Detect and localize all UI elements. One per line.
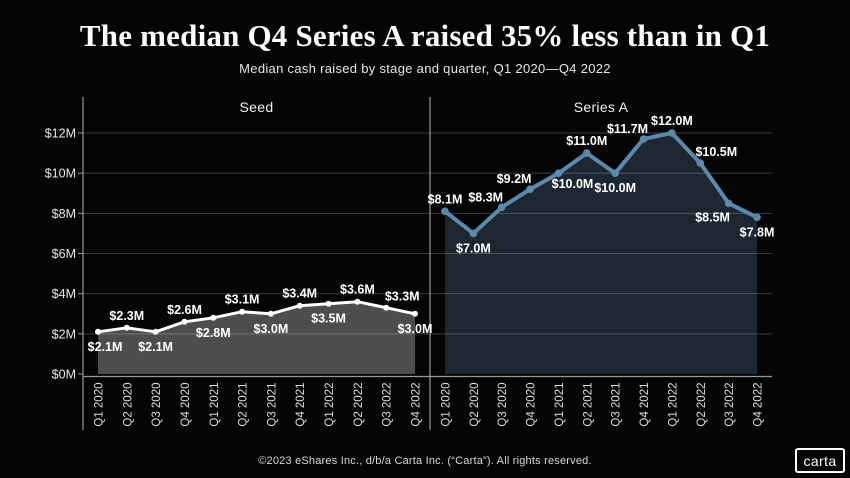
value-label: $8.3M (468, 190, 503, 204)
x-axis-label: Q1 2022 (324, 383, 336, 427)
value-label: $3.0M (398, 322, 433, 336)
value-label: $3.4M (282, 287, 317, 301)
x-axis-label: Q1 2020 (94, 383, 106, 427)
y-axis-label: $6M (52, 247, 76, 261)
data-point (554, 169, 563, 177)
x-axis-label: Q3 2020 (497, 383, 509, 427)
data-point (412, 310, 418, 317)
data-point (696, 159, 705, 167)
data-point (239, 308, 246, 315)
x-axis-label: Q4 2020 (526, 383, 538, 427)
x-axis-label: Q3 2022 (382, 383, 394, 427)
data-point (526, 185, 534, 193)
value-label: $11.0M (566, 134, 607, 148)
y-axis-label: $10M (45, 167, 76, 181)
x-axis-label: Q2 2020 (469, 383, 481, 427)
chart-title: The median Q4 Series A raised 35% less t… (79, 18, 771, 53)
data-point (639, 135, 648, 143)
value-label: $9.2M (497, 172, 532, 186)
x-axis-label: Q1 2020 (441, 383, 453, 427)
value-label: $2.8M (196, 326, 231, 340)
data-point (296, 302, 303, 309)
x-axis-label: Q2 2020 (122, 383, 134, 427)
value-label: $3.6M (340, 283, 375, 297)
value-label: $10.0M (552, 177, 594, 191)
y-axis-label: $4M (52, 287, 76, 301)
carta-logo: carta (795, 448, 845, 473)
x-axis-label: Q3 2020 (151, 383, 163, 427)
x-axis-label: Q3 2021 (266, 383, 278, 427)
data-point (152, 328, 159, 335)
x-axis-label: Q4 2021 (639, 383, 651, 427)
data-point (181, 318, 188, 325)
value-label: $3.0M (254, 322, 289, 336)
x-axis-label: Q4 2020 (180, 383, 192, 427)
data-point (668, 129, 676, 137)
seed-area-fill (98, 301, 415, 374)
data-point (354, 298, 361, 305)
data-point (267, 310, 274, 317)
data-point (441, 207, 449, 216)
seed-panel-title: Seed (240, 99, 274, 115)
value-label: $2.1M (138, 340, 173, 354)
x-axis-label: Q4 2021 (295, 383, 307, 427)
value-label: $11.7M (607, 122, 648, 136)
carta-logo-text: carta (803, 452, 837, 469)
y-axis-label: $12M (45, 127, 76, 141)
x-axis-label: Q3 2021 (611, 383, 623, 427)
value-label: $8.5M (695, 210, 730, 224)
y-axis-label: $0M (52, 368, 76, 382)
series-a-panel-title: Series A (574, 99, 629, 115)
data-point (95, 328, 101, 335)
value-label: $12.0M (651, 114, 693, 128)
value-label: $8.1M (428, 192, 463, 206)
data-point (210, 314, 217, 321)
value-label: $3.3M (385, 290, 420, 304)
value-label: $3.5M (311, 312, 346, 326)
data-point (611, 169, 619, 177)
value-label: $7.0M (456, 241, 491, 255)
x-axis-label: Q3 2022 (724, 383, 736, 427)
x-axis-label: Q1 2021 (554, 383, 566, 427)
y-axis-label: $8M (52, 207, 76, 221)
y-axis-label: $2M (52, 327, 76, 341)
value-label: $7.8M (740, 225, 775, 239)
x-axis-label: Q4 2022 (411, 383, 423, 427)
value-label: $2.6M (167, 303, 202, 317)
copyright-text: ©2023 eShares Inc., d/b/a Carta Inc. (“C… (258, 455, 592, 467)
x-axis-label: Q2 2022 (696, 383, 708, 427)
data-point (383, 304, 390, 311)
value-label: $2.1M (88, 340, 123, 354)
series-a-area-fill (445, 133, 757, 374)
chart-subtitle: Median cash raised by stage and quarter,… (239, 61, 611, 76)
value-label: $3.1M (225, 293, 260, 307)
value-label: $10.5M (695, 145, 737, 159)
x-axis-label: Q2 2022 (353, 383, 365, 427)
data-point (724, 199, 733, 208)
value-label: $10.0M (594, 181, 636, 195)
data-point (469, 229, 478, 238)
seed-trend-line (96, 300, 417, 334)
series-a-trend-line (443, 131, 759, 236)
x-axis-label: Q2 2021 (582, 383, 594, 427)
data-point (753, 213, 761, 222)
data-point (583, 149, 591, 157)
data-point (123, 324, 130, 331)
value-label: $2.3M (109, 309, 144, 323)
x-axis-label: Q4 2022 (753, 383, 765, 427)
x-axis-label: Q2 2021 (238, 383, 250, 427)
data-point (325, 300, 332, 307)
data-point (497, 203, 506, 212)
x-axis-label: Q1 2021 (209, 383, 221, 427)
x-axis-label: Q1 2022 (667, 383, 679, 427)
